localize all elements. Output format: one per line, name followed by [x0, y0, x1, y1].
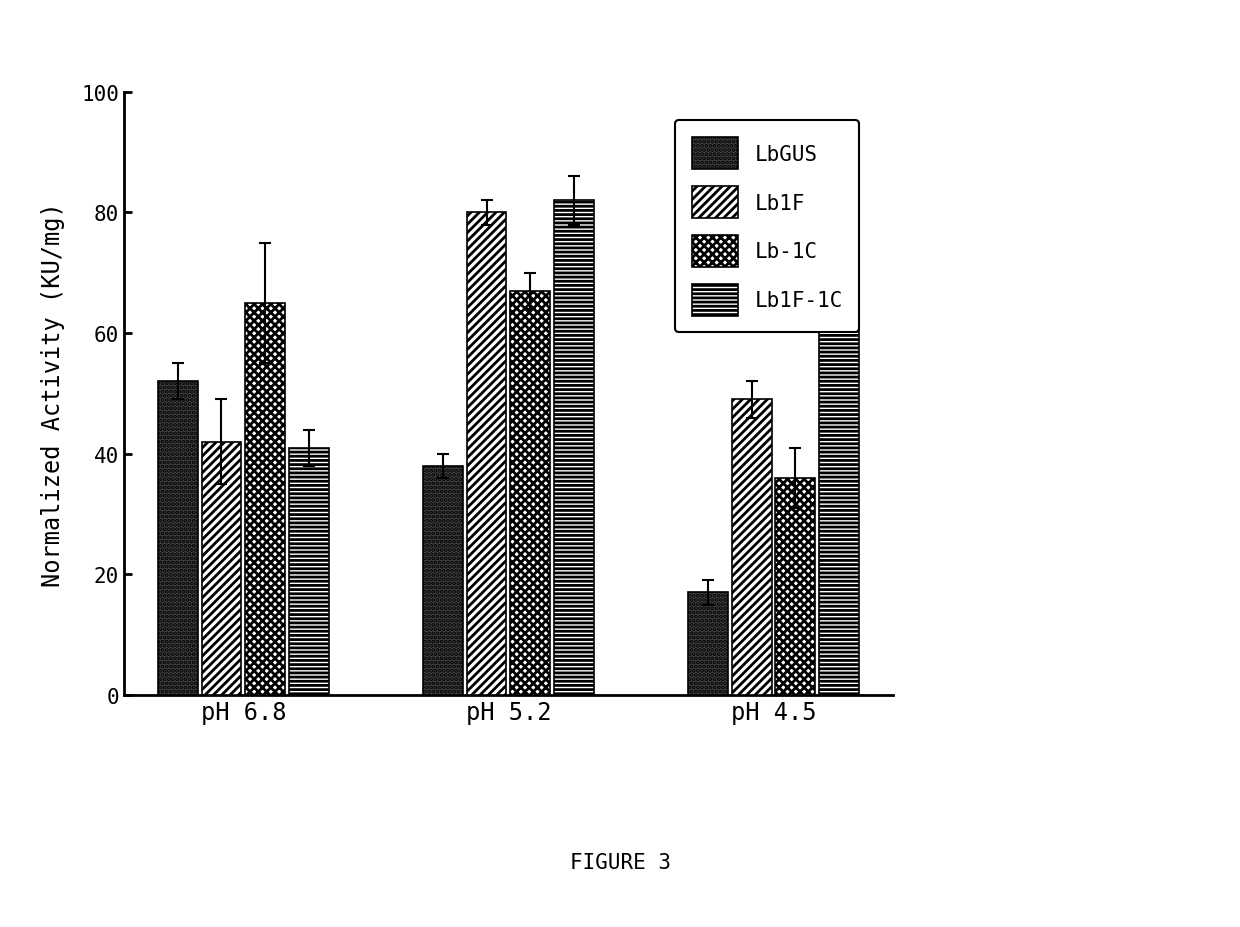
Bar [688, 593, 728, 695]
Bar [466, 213, 506, 695]
Bar [289, 449, 329, 695]
Bar [775, 478, 815, 695]
Bar [202, 442, 242, 695]
Bar [157, 382, 197, 695]
Legend: LbGUS, Lb1F, Lb-1C, Lb1F-1C: LbGUS, Lb1F, Lb-1C, Lb1F-1C [675, 121, 859, 333]
Bar [732, 400, 771, 695]
Text: FIGURE 3: FIGURE 3 [569, 852, 671, 872]
Bar [554, 201, 594, 695]
Bar [423, 466, 463, 695]
Y-axis label: Normalized Activity (KU/mg): Normalized Activity (KU/mg) [41, 202, 64, 586]
Bar [511, 291, 551, 695]
Bar [820, 273, 859, 695]
Bar [246, 303, 285, 695]
